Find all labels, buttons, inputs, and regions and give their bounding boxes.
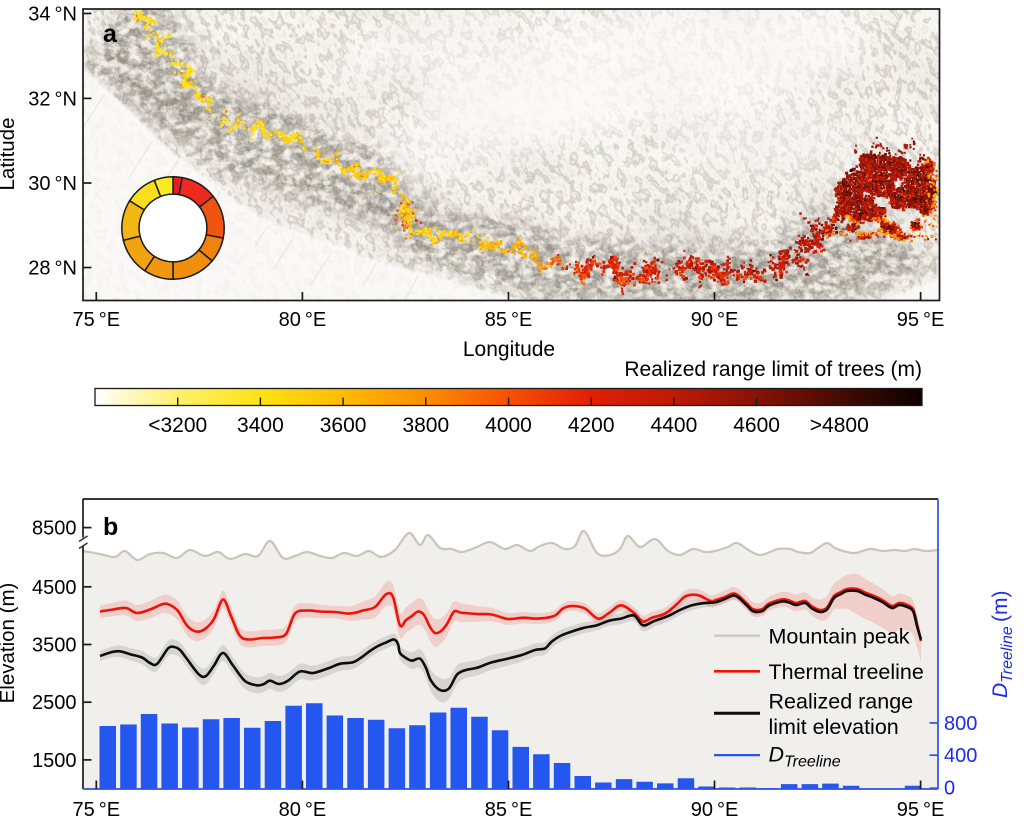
svg-text:a: a bbox=[103, 20, 118, 48]
svg-text:8500: 8500 bbox=[32, 518, 77, 540]
svg-text:1500: 1500 bbox=[32, 750, 77, 772]
svg-text:400: 400 bbox=[944, 745, 977, 767]
svg-text:30 °N: 30 °N bbox=[28, 173, 77, 195]
svg-text:Realized range limit of trees: Realized range limit of trees (m) bbox=[624, 358, 922, 381]
svg-text:800: 800 bbox=[944, 713, 977, 735]
svg-text:4500: 4500 bbox=[32, 577, 77, 599]
svg-text:Thermal treeline: Thermal treeline bbox=[769, 660, 924, 684]
svg-text:0: 0 bbox=[944, 777, 955, 799]
svg-text:<3200: <3200 bbox=[148, 414, 207, 437]
svg-text:DTreeline: DTreeline bbox=[769, 743, 841, 771]
svg-text:3600: 3600 bbox=[320, 414, 367, 437]
svg-text:90 °E: 90 °E bbox=[691, 799, 739, 821]
svg-text:3400: 3400 bbox=[237, 414, 284, 437]
svg-text:>4800: >4800 bbox=[810, 414, 869, 437]
svg-text:Elevation (m): Elevation (m) bbox=[0, 583, 19, 704]
svg-text:75 °E: 75 °E bbox=[73, 799, 121, 821]
svg-text:3500: 3500 bbox=[32, 635, 77, 657]
svg-text:85 °E: 85 °E bbox=[485, 309, 533, 331]
svg-text:95 °E: 95 °E bbox=[897, 799, 945, 821]
svg-text:2500: 2500 bbox=[32, 692, 77, 714]
svg-text:Mountain peak: Mountain peak bbox=[769, 624, 910, 648]
svg-text:32 °N: 32 °N bbox=[28, 88, 77, 110]
svg-text:95 °E: 95 °E bbox=[897, 309, 945, 331]
svg-text:limit elevation: limit elevation bbox=[769, 715, 899, 739]
svg-text:85 °E: 85 °E bbox=[485, 799, 533, 821]
svg-text:b: b bbox=[103, 513, 118, 541]
svg-text:34 °N: 34 °N bbox=[28, 4, 77, 26]
svg-text:3800: 3800 bbox=[402, 414, 449, 437]
svg-text:DTreeline (m): DTreeline (m) bbox=[989, 591, 1016, 698]
svg-text:80 °E: 80 °E bbox=[279, 309, 327, 331]
svg-text:28 °N: 28 °N bbox=[28, 258, 77, 280]
svg-text:4400: 4400 bbox=[651, 414, 698, 437]
svg-text:80 °E: 80 °E bbox=[279, 799, 327, 821]
svg-text:90 °E: 90 °E bbox=[691, 309, 739, 331]
svg-text:Longitude: Longitude bbox=[463, 338, 555, 361]
svg-text:4000: 4000 bbox=[485, 414, 532, 437]
svg-text:Realized range: Realized range bbox=[769, 690, 914, 714]
svg-text:Latitude: Latitude bbox=[0, 118, 19, 191]
svg-text:4200: 4200 bbox=[568, 414, 615, 437]
svg-text:75 °E: 75 °E bbox=[73, 309, 121, 331]
svg-text:4600: 4600 bbox=[733, 414, 780, 437]
